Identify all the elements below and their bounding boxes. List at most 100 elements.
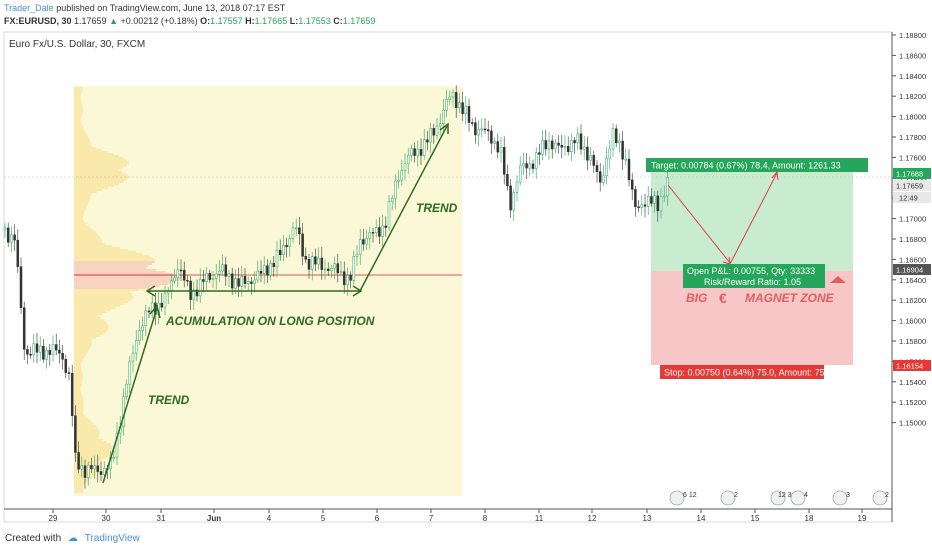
candle-body bbox=[426, 139, 429, 143]
candle-body bbox=[582, 146, 586, 150]
candle-body bbox=[560, 145, 564, 148]
us-flag-event-icon[interactable] bbox=[832, 490, 848, 506]
candle-body bbox=[298, 227, 301, 235]
candle-body bbox=[365, 237, 368, 245]
price-tick-label: 1.16000 bbox=[899, 317, 926, 326]
price-chart-svg[interactable]: ACUMULATION ON LONG POSITION TREND TREND… bbox=[0, 30, 932, 524]
economic-events[interactable]: 6 12 2 12 3 4 3 2 bbox=[669, 490, 889, 506]
event-count: 6 12 bbox=[683, 492, 697, 499]
candle-body bbox=[342, 271, 346, 286]
author-link[interactable]: Trader_Dale bbox=[4, 3, 54, 13]
us-flag-event-icon[interactable] bbox=[770, 490, 786, 506]
candle-body bbox=[90, 465, 93, 470]
candle-body bbox=[99, 471, 103, 475]
candle-body bbox=[355, 253, 359, 257]
candle-body bbox=[198, 279, 202, 297]
candle-body bbox=[275, 250, 279, 267]
candle-body bbox=[176, 269, 180, 279]
candle-body bbox=[438, 123, 442, 127]
target-label-box[interactable] bbox=[646, 158, 868, 172]
candle-body bbox=[646, 196, 650, 207]
chart-area[interactable]: ACUMULATION ON LONG POSITION TREND TREND… bbox=[0, 30, 932, 524]
candle-body bbox=[621, 140, 624, 160]
candle-body bbox=[374, 227, 378, 233]
candle-body bbox=[547, 140, 551, 150]
eu-flag-event-icon[interactable] bbox=[720, 490, 736, 506]
open-pnl-box[interactable] bbox=[683, 264, 825, 288]
candle-body bbox=[496, 141, 500, 153]
candle-body bbox=[339, 271, 343, 274]
candle-body bbox=[186, 279, 189, 282]
stop-price-tag-text: 1.16154 bbox=[896, 362, 923, 371]
candle-body bbox=[467, 106, 471, 123]
candle-body bbox=[659, 196, 663, 212]
price-tick-label: 1.16200 bbox=[899, 296, 926, 305]
candle-body bbox=[19, 266, 23, 308]
candle-body bbox=[573, 140, 576, 144]
tradingview-brand-link[interactable]: TradingView bbox=[84, 533, 140, 544]
candle-body bbox=[650, 196, 653, 204]
candle-body bbox=[480, 128, 484, 131]
candle-body bbox=[131, 352, 135, 362]
candle-body bbox=[285, 244, 288, 248]
candle-body bbox=[269, 262, 272, 276]
candle-body bbox=[317, 257, 320, 265]
poc-price-tag bbox=[893, 264, 931, 275]
footer-bar: Created with ☁ TradingView bbox=[0, 528, 932, 550]
candle-body bbox=[10, 234, 13, 243]
candle-body bbox=[448, 96, 452, 100]
candle-body bbox=[608, 148, 612, 159]
stop-price-tag bbox=[893, 360, 931, 371]
candle-body bbox=[637, 206, 640, 208]
candle-body bbox=[515, 181, 519, 193]
ohlc-line: FX:EURUSD, 30 1.17659 ▲ +0.00212 (+0.18%… bbox=[4, 16, 375, 26]
candle-body bbox=[346, 275, 349, 286]
time-tick-label: 15 bbox=[751, 514, 760, 523]
time-tick-label: 19 bbox=[858, 514, 867, 523]
candle-body bbox=[589, 155, 592, 161]
us-flag-event-icon[interactable] bbox=[669, 490, 685, 506]
candle-body bbox=[464, 106, 468, 114]
us-flag-event-icon[interactable] bbox=[790, 490, 806, 506]
candle-body bbox=[74, 415, 77, 453]
time-tick-label: 29 bbox=[49, 514, 58, 523]
candle-body bbox=[506, 174, 509, 187]
current-price-tag bbox=[893, 180, 931, 191]
candle-body bbox=[326, 268, 330, 271]
accumulation-arrow-tail bbox=[145, 285, 156, 297]
candle-body bbox=[83, 465, 87, 478]
accumulation-arrow-head bbox=[352, 285, 363, 297]
candle-body bbox=[416, 149, 420, 156]
candle-body bbox=[218, 270, 221, 275]
stop-label-box[interactable] bbox=[660, 365, 824, 379]
symbol-label: FX:EURUSD, 30 bbox=[4, 16, 72, 26]
candle-body bbox=[538, 152, 541, 155]
candle-body bbox=[294, 227, 298, 230]
candle-body bbox=[662, 195, 666, 198]
candle-body bbox=[179, 269, 183, 272]
chart-header: Trader_Dale published on TradingView.com… bbox=[0, 0, 932, 30]
candle-body bbox=[51, 344, 55, 355]
accumulation-label: ACUMULATION ON LONG POSITION bbox=[165, 314, 375, 328]
candle-body bbox=[211, 278, 215, 280]
price-tick-label: 1.18000 bbox=[899, 113, 926, 122]
time-tick-label: 12 bbox=[588, 514, 597, 523]
projection-up-arrow bbox=[729, 172, 778, 265]
candle-body bbox=[509, 185, 512, 211]
trend-arrow-2-head bbox=[439, 122, 449, 134]
price-tick-label: 1.17000 bbox=[899, 215, 926, 224]
high-value: 1.17665 bbox=[254, 16, 288, 26]
candle-body bbox=[323, 268, 327, 271]
candle-body bbox=[429, 128, 432, 143]
candle-body bbox=[320, 257, 324, 270]
low-label: L: bbox=[289, 16, 299, 26]
candle-body bbox=[291, 227, 295, 239]
candle-body bbox=[128, 360, 132, 385]
candle-body bbox=[419, 149, 423, 156]
time-tick-label: 8 bbox=[483, 514, 488, 523]
trend-arrow-2 bbox=[359, 125, 448, 292]
tradingview-logo-icon[interactable]: ☁ bbox=[67, 533, 78, 544]
eu-flag-event-icon[interactable] bbox=[872, 490, 888, 506]
candle-body bbox=[499, 147, 503, 153]
euro-icon: € bbox=[719, 290, 727, 306]
